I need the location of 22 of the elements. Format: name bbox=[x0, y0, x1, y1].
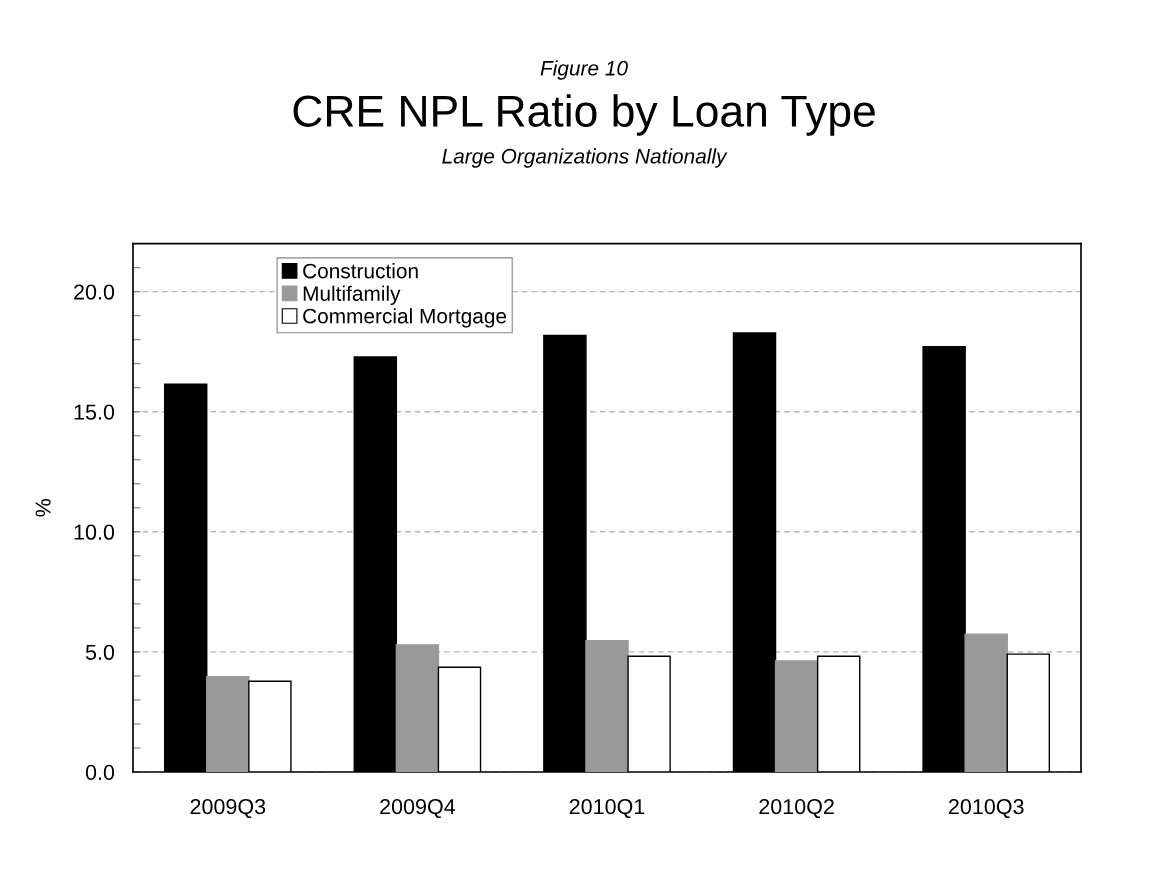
bar bbox=[964, 633, 1008, 772]
x-tick-label: 2009Q4 bbox=[380, 798, 456, 819]
x-tick-label: 2010Q2 bbox=[759, 798, 834, 819]
y-axis-title: % bbox=[35, 499, 51, 517]
bar bbox=[395, 644, 440, 772]
x-tick-label: 2010Q1 bbox=[569, 798, 645, 819]
y-tick-label: 5.0 bbox=[85, 644, 115, 660]
bar bbox=[585, 639, 629, 772]
chart-subtitle: Large Organizations Nationally bbox=[442, 148, 728, 168]
legend-label: Multifamily bbox=[303, 285, 401, 306]
y-tick-label: 20.0 bbox=[74, 284, 115, 300]
y-tick-label: 10.0 bbox=[74, 524, 115, 540]
chart-title: CRE NPL Ratio by Loan Type bbox=[293, 94, 875, 136]
bar bbox=[774, 660, 819, 772]
caption: Figure 10 bbox=[540, 60, 628, 80]
y-tick-label: 0.0 bbox=[85, 764, 115, 781]
bar bbox=[206, 675, 250, 772]
x-tick-label: 2010Q3 bbox=[948, 798, 1024, 819]
x-tick-label: 2009Q3 bbox=[190, 798, 266, 819]
y-tick-label: 15.0 bbox=[74, 404, 115, 420]
legend-label: Commercial Mortgage bbox=[303, 308, 507, 328]
legend-label: Construction bbox=[303, 263, 418, 279]
